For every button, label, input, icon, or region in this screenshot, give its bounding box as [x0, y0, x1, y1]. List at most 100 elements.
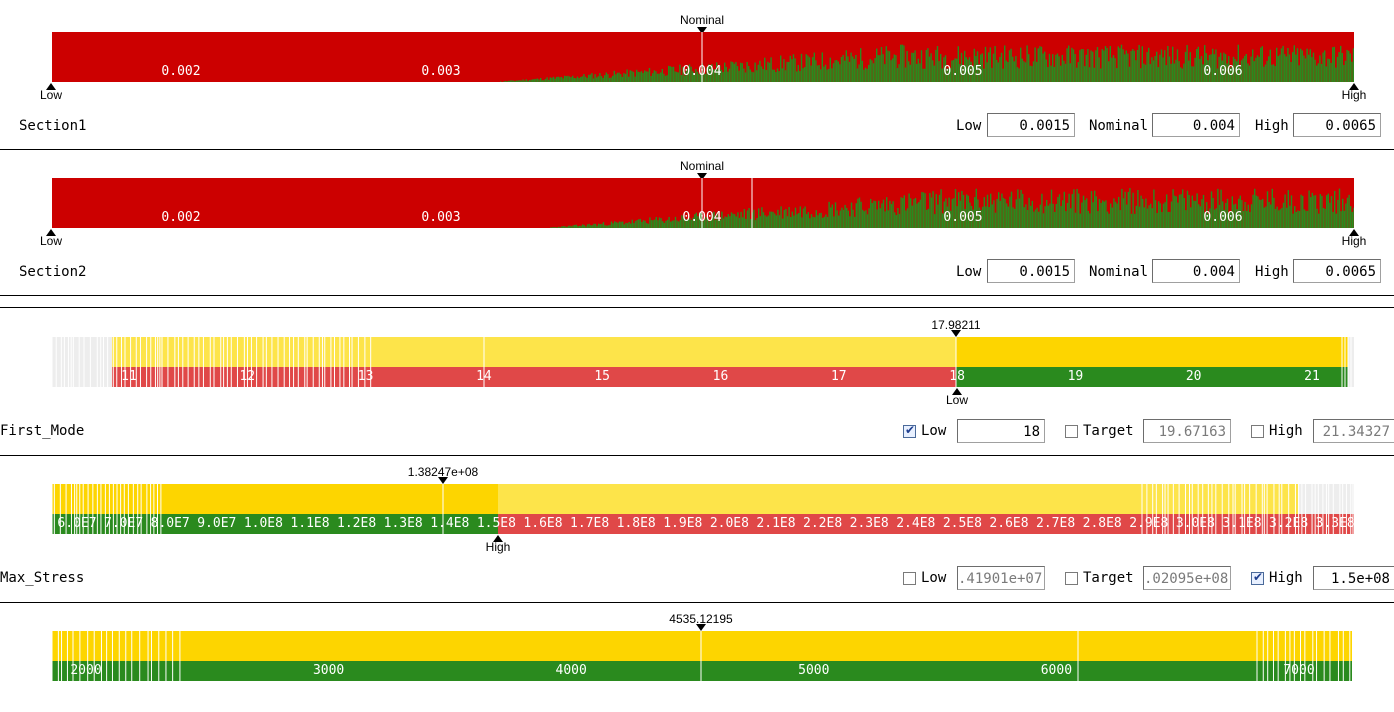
low-input[interactable]: 18	[957, 419, 1045, 443]
histogram-bar	[674, 71, 676, 82]
low-input[interactable]: .41901e+07	[957, 566, 1045, 590]
histogram-bar	[1146, 52, 1148, 82]
low-checkbox[interactable]	[903, 572, 916, 585]
histogram-bar	[937, 204, 939, 228]
histogram-bar	[918, 202, 920, 228]
histogram-bar	[1327, 193, 1329, 228]
histogram-bar	[1114, 201, 1117, 228]
histogram-bar	[624, 73, 627, 82]
histogram-bar	[1086, 198, 1088, 228]
histogram-bar	[558, 226, 560, 228]
low-input[interactable]: 0.0015	[987, 259, 1075, 283]
histogram-bar	[1129, 188, 1131, 228]
histogram-bar	[634, 221, 637, 228]
value-marker-icon[interactable]	[438, 477, 448, 484]
histogram-bar	[553, 227, 555, 228]
histogram-bar	[802, 208, 805, 228]
panel5-distribution-bar[interactable]	[52, 631, 1352, 681]
tick-label: 0.005	[943, 64, 983, 79]
histogram-bar	[626, 223, 629, 228]
histogram-bar	[677, 72, 679, 82]
high-marker-icon[interactable]	[1349, 229, 1359, 236]
histogram-bar	[1262, 198, 1264, 228]
histogram-bar	[1213, 54, 1215, 82]
histogram-bar	[705, 217, 707, 228]
histogram-bar	[1005, 60, 1007, 82]
low-marker-icon[interactable]	[952, 388, 962, 395]
nominal-marker-icon[interactable]	[697, 173, 707, 180]
tick-label: 3.1E8	[1222, 516, 1262, 531]
max-stress-distribution-bar[interactable]	[52, 484, 1354, 534]
section2-distribution-bar[interactable]	[52, 178, 1354, 228]
histogram-bar	[920, 50, 923, 82]
target-checkbox[interactable]	[1065, 425, 1078, 438]
target-input[interactable]: .02095e+08	[1143, 566, 1231, 590]
histogram-bar	[524, 80, 526, 82]
histogram-bar	[809, 218, 811, 228]
histogram-bar	[1145, 198, 1147, 228]
histogram-bar	[1328, 59, 1331, 82]
histogram-bar	[1012, 207, 1014, 228]
histogram-bar	[962, 195, 965, 228]
target-checkbox[interactable]	[1065, 572, 1078, 585]
histogram-bar	[703, 72, 705, 82]
histogram-bar	[666, 75, 668, 82]
first-mode-distribution-bar[interactable]	[52, 337, 1354, 387]
histogram-bar	[689, 218, 691, 228]
tick-label: 4000	[555, 663, 587, 678]
divider	[0, 295, 1394, 296]
histogram-bar	[1081, 202, 1083, 228]
nominal-input[interactable]: 0.004	[1152, 259, 1240, 283]
histogram-bar	[1156, 212, 1158, 228]
histogram-bar	[967, 59, 969, 82]
low-marker-icon[interactable]	[46, 229, 56, 236]
histogram-bar	[889, 200, 891, 228]
high-input[interactable]: 1.5e+08	[1313, 566, 1394, 590]
high-checkbox[interactable]: ✔	[1251, 570, 1264, 585]
histogram-bar	[940, 189, 942, 228]
histogram-bar	[1060, 206, 1062, 228]
histogram-bar	[761, 207, 763, 228]
histogram-bar	[1098, 57, 1100, 82]
histogram-bar	[1353, 207, 1354, 228]
histogram-bar	[1216, 68, 1219, 82]
value-marker-icon[interactable]	[951, 330, 961, 337]
section1-distribution-bar[interactable]	[52, 32, 1354, 82]
histogram-bar	[593, 223, 595, 228]
low-marker-icon[interactable]	[46, 83, 56, 90]
histogram-bar	[634, 76, 636, 82]
target-input[interactable]: 19.67163	[1143, 419, 1231, 443]
histogram-bar	[1192, 66, 1195, 82]
nominal-marker-icon[interactable]	[697, 27, 707, 34]
high-input[interactable]: 0.0065	[1293, 259, 1381, 283]
histogram-bar	[1317, 63, 1319, 82]
high-marker-label: High	[485, 540, 511, 554]
histogram-bar	[606, 225, 608, 228]
histogram-bar	[879, 208, 881, 228]
high-marker-icon[interactable]	[1349, 83, 1359, 90]
high-checkbox[interactable]	[1251, 425, 1264, 438]
histogram-bar	[847, 56, 849, 82]
histogram-bar	[1111, 57, 1113, 82]
histogram-bar	[858, 64, 860, 82]
divider	[0, 149, 1394, 150]
nominal-input[interactable]: 0.004	[1152, 113, 1240, 137]
histogram-bar	[973, 48, 975, 82]
histogram-bar	[775, 71, 777, 82]
histogram-bar	[999, 56, 1001, 82]
histogram-bar	[1100, 68, 1102, 82]
histogram-bar	[956, 58, 958, 82]
tick-label: 0.002	[161, 64, 201, 79]
histogram-bar	[567, 75, 569, 82]
low-checkbox[interactable]: ✔	[903, 423, 916, 438]
low-input[interactable]: 0.0015	[987, 113, 1075, 137]
histogram-bar	[702, 221, 704, 228]
high-input[interactable]: 21.34327	[1313, 419, 1394, 443]
high-input[interactable]: 0.0065	[1293, 113, 1381, 137]
histogram-bar	[871, 203, 873, 228]
histogram-bar	[1231, 67, 1233, 82]
histogram-bar	[948, 197, 950, 228]
value-marker-icon[interactable]	[696, 624, 706, 631]
histogram-bar	[981, 53, 983, 82]
high-marker-icon[interactable]	[493, 535, 503, 542]
